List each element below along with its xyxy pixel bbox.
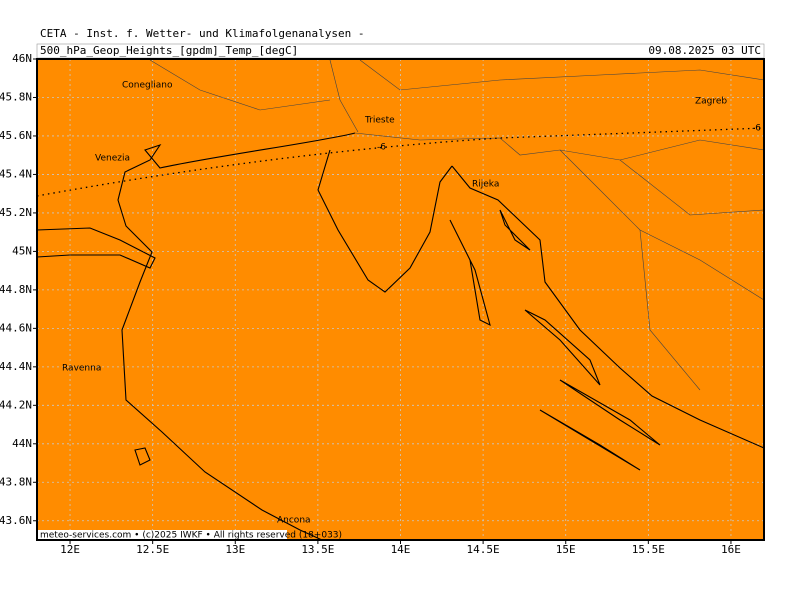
place-label: Rijeka — [472, 180, 499, 190]
place-label: Conegliano — [122, 81, 173, 91]
lon-tick-label: 14E — [391, 543, 411, 556]
map-labels: Conegliano Venezia Trieste Zagreb Rijeka Rave… — [62, 81, 761, 526]
lat-tick-label: 45.4N — [0, 167, 32, 180]
croatia-coast — [451, 165, 765, 449]
place-label: Trieste — [364, 116, 395, 126]
italy-coast — [117, 132, 356, 541]
lat-tick-label: 44.6N — [0, 321, 32, 334]
product-name: 500_hPa_Geop_Heights_[gpdm]_Temp_[degC] — [40, 44, 298, 57]
place-label: Ancona — [277, 516, 311, 526]
borders — [149, 59, 765, 391]
lon-tick-label: 15.5E — [632, 543, 665, 556]
place-label: Zagreb — [695, 97, 727, 107]
lat-tick-label: 45.2N — [0, 206, 32, 219]
lat-tick-label: 43.6N — [0, 514, 32, 527]
lat-tick-label: 44N — [12, 437, 32, 450]
lon-tick-label: 15E — [556, 543, 576, 556]
place-label: Venezia — [95, 154, 130, 164]
place-label: Ravenna — [62, 364, 101, 374]
lon-tick-label: 13E — [225, 543, 245, 556]
istria-coast — [317, 149, 453, 293]
lat-tick-label: 45.8N — [0, 90, 32, 103]
lat-tick-label: 44.4N — [0, 360, 32, 373]
lat-tick-label: 44.8N — [0, 283, 32, 296]
lon-tick-label: 13.5E — [301, 543, 334, 556]
contour-label: -6 — [752, 124, 761, 134]
lat-tick-label: 43.8N — [0, 475, 32, 488]
lat-tick-label: 46N — [12, 52, 32, 65]
lon-tick-label: 12.5E — [136, 543, 169, 556]
lat-tick-label: 45.6N — [0, 129, 32, 142]
footer: meteo-services.com • (c)2025 IWKF • All … — [40, 531, 342, 541]
header-title: CETA - Inst. f. Wetter- und Klimafolgena… — [40, 27, 365, 40]
contour-label: -6 — [377, 143, 386, 153]
lon-tick-label: 16E — [721, 543, 741, 556]
lon-tick-label: 12E — [60, 543, 80, 556]
map: Conegliano Venezia Trieste Zagreb Rijeka Rave… — [36, 58, 765, 541]
lon-tick-label: 14.5E — [467, 543, 500, 556]
footer-box — [37, 530, 287, 540]
valid-time: 09.08.2025 03 UTC — [648, 44, 761, 57]
lat-tick-label: 44.2N — [0, 398, 32, 411]
islands — [134, 209, 661, 471]
lat-tick-label: 45N — [12, 244, 32, 257]
lagoon — [36, 227, 156, 269]
